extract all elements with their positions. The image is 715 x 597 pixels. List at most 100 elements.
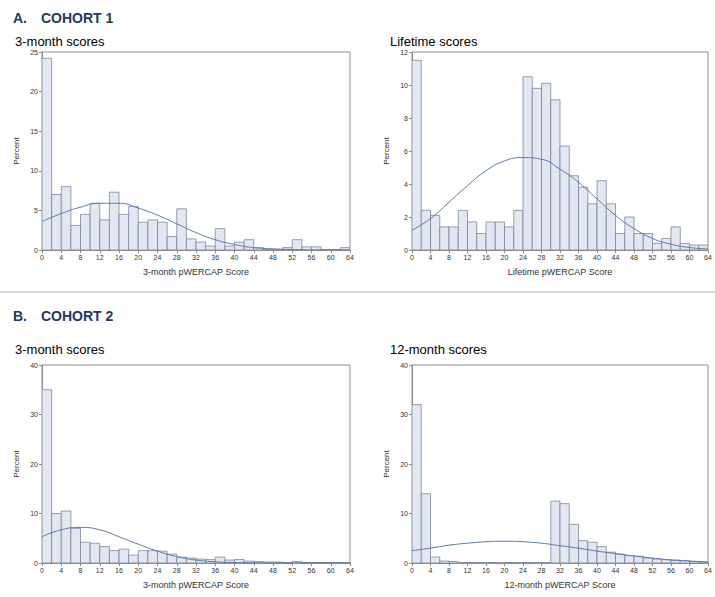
svg-text:Percent: Percent	[382, 449, 391, 477]
svg-text:8: 8	[79, 254, 83, 261]
svg-text:56: 56	[667, 567, 675, 574]
svg-text:16: 16	[482, 254, 490, 261]
svg-text:52: 52	[288, 567, 296, 574]
svg-text:30: 30	[30, 411, 38, 418]
svg-text:COHORT 1: COHORT 1	[41, 10, 114, 26]
svg-text:4: 4	[429, 567, 433, 574]
svg-text:16: 16	[115, 254, 123, 261]
svg-text:Percent: Percent	[12, 449, 21, 477]
svg-text:12: 12	[400, 49, 408, 56]
svg-text:48: 48	[630, 567, 638, 574]
svg-text:16: 16	[115, 567, 123, 574]
svg-text:0: 0	[34, 560, 38, 567]
svg-text:2: 2	[404, 214, 408, 221]
svg-text:28: 28	[538, 567, 546, 574]
svg-text:3-month scores: 3-month scores	[15, 342, 105, 357]
svg-text:56: 56	[667, 254, 675, 261]
svg-text:60: 60	[327, 567, 335, 574]
svg-text:24: 24	[519, 254, 527, 261]
svg-text:32: 32	[556, 254, 564, 261]
svg-text:12-month pWERCAP Score: 12-month pWERCAP Score	[505, 580, 616, 590]
svg-text:Percent: Percent	[382, 136, 391, 164]
svg-text:6: 6	[404, 148, 408, 155]
svg-text:8: 8	[447, 567, 451, 574]
svg-text:20: 20	[30, 88, 38, 95]
svg-text:15: 15	[30, 128, 38, 135]
svg-text:40: 40	[593, 254, 601, 261]
svg-text:28: 28	[173, 254, 181, 261]
svg-text:20: 20	[501, 254, 509, 261]
svg-text:60: 60	[327, 254, 335, 261]
svg-text:3-month scores: 3-month scores	[15, 34, 105, 49]
svg-text:12-month scores: 12-month scores	[390, 342, 487, 357]
svg-text:36: 36	[211, 254, 219, 261]
svg-text:24: 24	[519, 567, 527, 574]
svg-text:40: 40	[593, 567, 601, 574]
svg-text:B.: B.	[13, 308, 27, 324]
svg-text:40: 40	[231, 254, 239, 261]
svg-text:44: 44	[250, 254, 258, 261]
svg-text:64: 64	[704, 254, 712, 261]
svg-text:28: 28	[538, 254, 546, 261]
svg-text:8: 8	[79, 567, 83, 574]
svg-text:12: 12	[96, 567, 104, 574]
svg-text:24: 24	[154, 567, 162, 574]
svg-text:32: 32	[192, 567, 200, 574]
svg-text:0: 0	[410, 567, 414, 574]
svg-text:32: 32	[192, 254, 200, 261]
svg-text:4: 4	[429, 254, 433, 261]
svg-text:Percent: Percent	[12, 136, 21, 164]
svg-text:10: 10	[400, 510, 408, 517]
svg-text:10: 10	[30, 167, 38, 174]
svg-text:4: 4	[59, 567, 63, 574]
svg-text:0: 0	[404, 560, 408, 567]
svg-text:52: 52	[288, 254, 296, 261]
svg-text:20: 20	[30, 461, 38, 468]
svg-text:56: 56	[308, 254, 316, 261]
svg-text:10: 10	[400, 82, 408, 89]
svg-text:Lifetime scores: Lifetime scores	[390, 34, 478, 49]
svg-text:44: 44	[612, 254, 620, 261]
svg-text:0: 0	[404, 247, 408, 254]
svg-text:48: 48	[630, 254, 638, 261]
svg-text:8: 8	[447, 254, 451, 261]
svg-text:64: 64	[704, 567, 712, 574]
svg-text:60: 60	[686, 254, 694, 261]
svg-text:24: 24	[154, 254, 162, 261]
svg-text:36: 36	[575, 567, 583, 574]
svg-text:60: 60	[686, 567, 694, 574]
svg-text:52: 52	[649, 567, 657, 574]
svg-text:8: 8	[404, 115, 408, 122]
svg-text:52: 52	[649, 254, 657, 261]
svg-text:36: 36	[211, 567, 219, 574]
svg-text:0: 0	[40, 254, 44, 261]
svg-text:36: 36	[575, 254, 583, 261]
svg-text:3-month pWERCAP Score: 3-month pWERCAP Score	[143, 580, 249, 590]
svg-text:16: 16	[482, 567, 490, 574]
svg-text:20: 20	[501, 567, 509, 574]
svg-text:48: 48	[269, 254, 277, 261]
svg-text:30: 30	[400, 411, 408, 418]
svg-text:12: 12	[96, 254, 104, 261]
svg-text:5: 5	[34, 207, 38, 214]
svg-text:56: 56	[308, 567, 316, 574]
svg-text:0: 0	[34, 247, 38, 254]
svg-text:64: 64	[346, 567, 354, 574]
svg-text:3-month pWERCAP Score: 3-month pWERCAP Score	[143, 267, 249, 277]
svg-text:A.: A.	[13, 10, 27, 26]
svg-text:40: 40	[231, 567, 239, 574]
svg-text:48: 48	[269, 567, 277, 574]
svg-text:0: 0	[410, 254, 414, 261]
svg-text:25: 25	[30, 49, 38, 56]
svg-text:12: 12	[464, 254, 472, 261]
svg-text:20: 20	[134, 567, 142, 574]
svg-text:20: 20	[134, 254, 142, 261]
svg-text:44: 44	[250, 567, 258, 574]
svg-text:0: 0	[40, 567, 44, 574]
svg-text:64: 64	[346, 254, 354, 261]
svg-text:32: 32	[556, 567, 564, 574]
svg-text:44: 44	[612, 567, 620, 574]
svg-text:40: 40	[30, 362, 38, 369]
svg-text:4: 4	[404, 181, 408, 188]
svg-text:12: 12	[464, 567, 472, 574]
